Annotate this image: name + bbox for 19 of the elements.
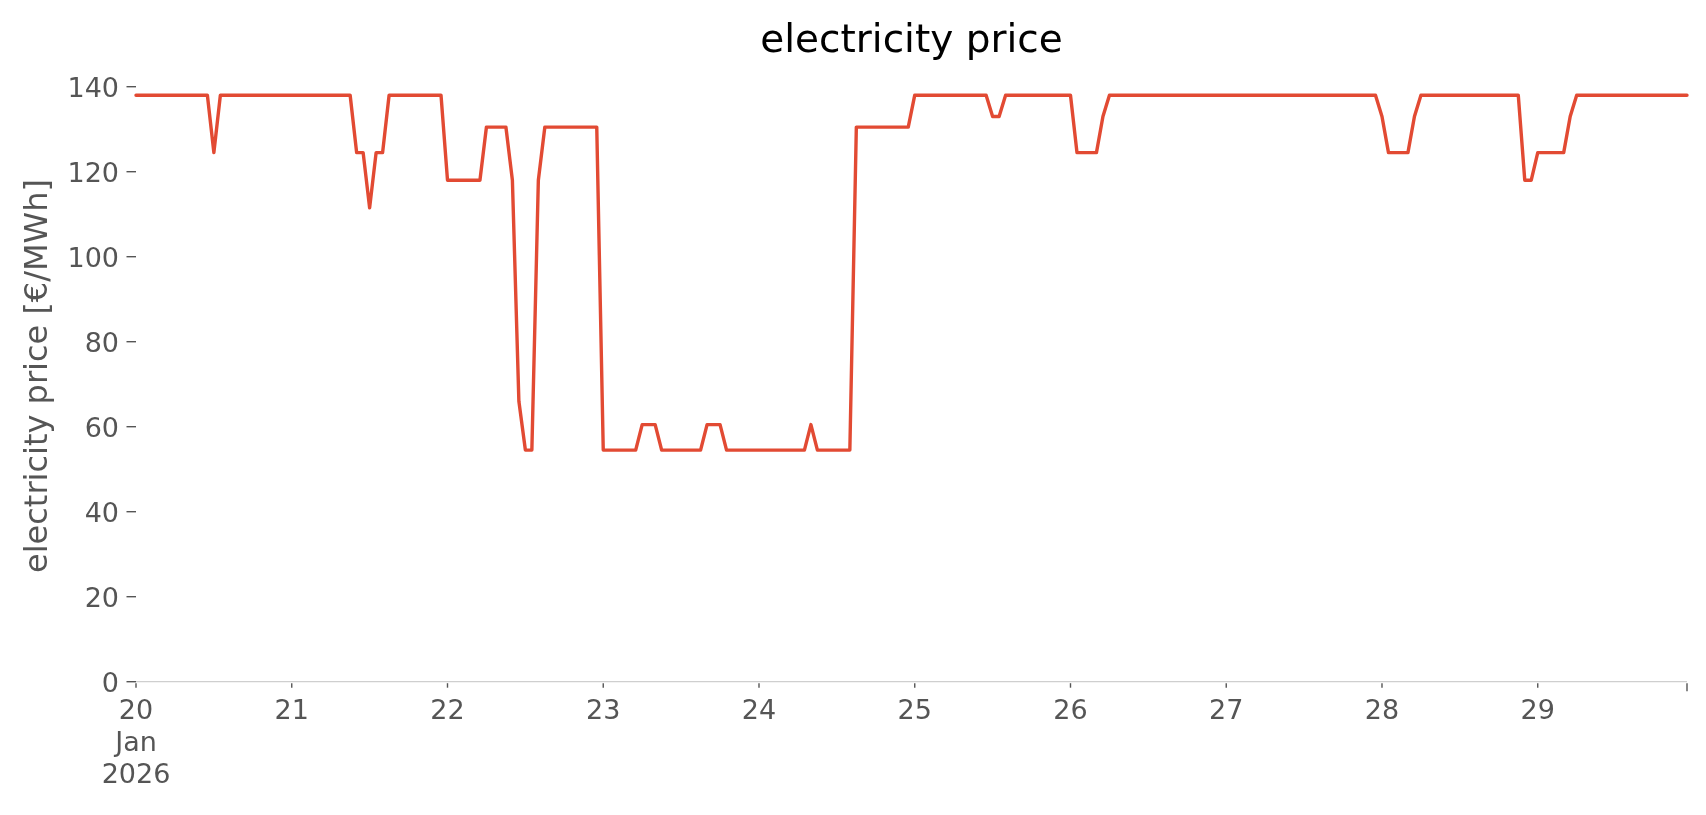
y-tick-label: 60 xyxy=(84,411,119,443)
x-tick-label: 25 xyxy=(897,694,932,725)
y-tick-label: 100 xyxy=(67,241,119,273)
y-tick-label: 80 xyxy=(84,326,119,358)
y-tick-label: 140 xyxy=(67,71,119,103)
y-tick-label: 120 xyxy=(67,156,119,188)
x-tick-label: 23 xyxy=(586,694,621,725)
x-tick-label: 29 xyxy=(1520,694,1555,725)
x-tick-label: 27 xyxy=(1209,694,1244,725)
x-tick-label: 21 xyxy=(274,694,309,725)
y-tick-label: 20 xyxy=(84,581,119,613)
y-axis-title: electricity price [€/MWh] xyxy=(17,178,55,574)
line-series xyxy=(134,93,1689,452)
x-tick-label: 22 xyxy=(430,694,465,725)
chart-title: electricity price xyxy=(760,16,1063,61)
x-tick-label: 26 xyxy=(1053,694,1088,725)
x-tick-label: 28 xyxy=(1364,694,1400,725)
y-tick-label: 40 xyxy=(84,496,119,528)
x-tick-label: 24 xyxy=(741,694,777,725)
